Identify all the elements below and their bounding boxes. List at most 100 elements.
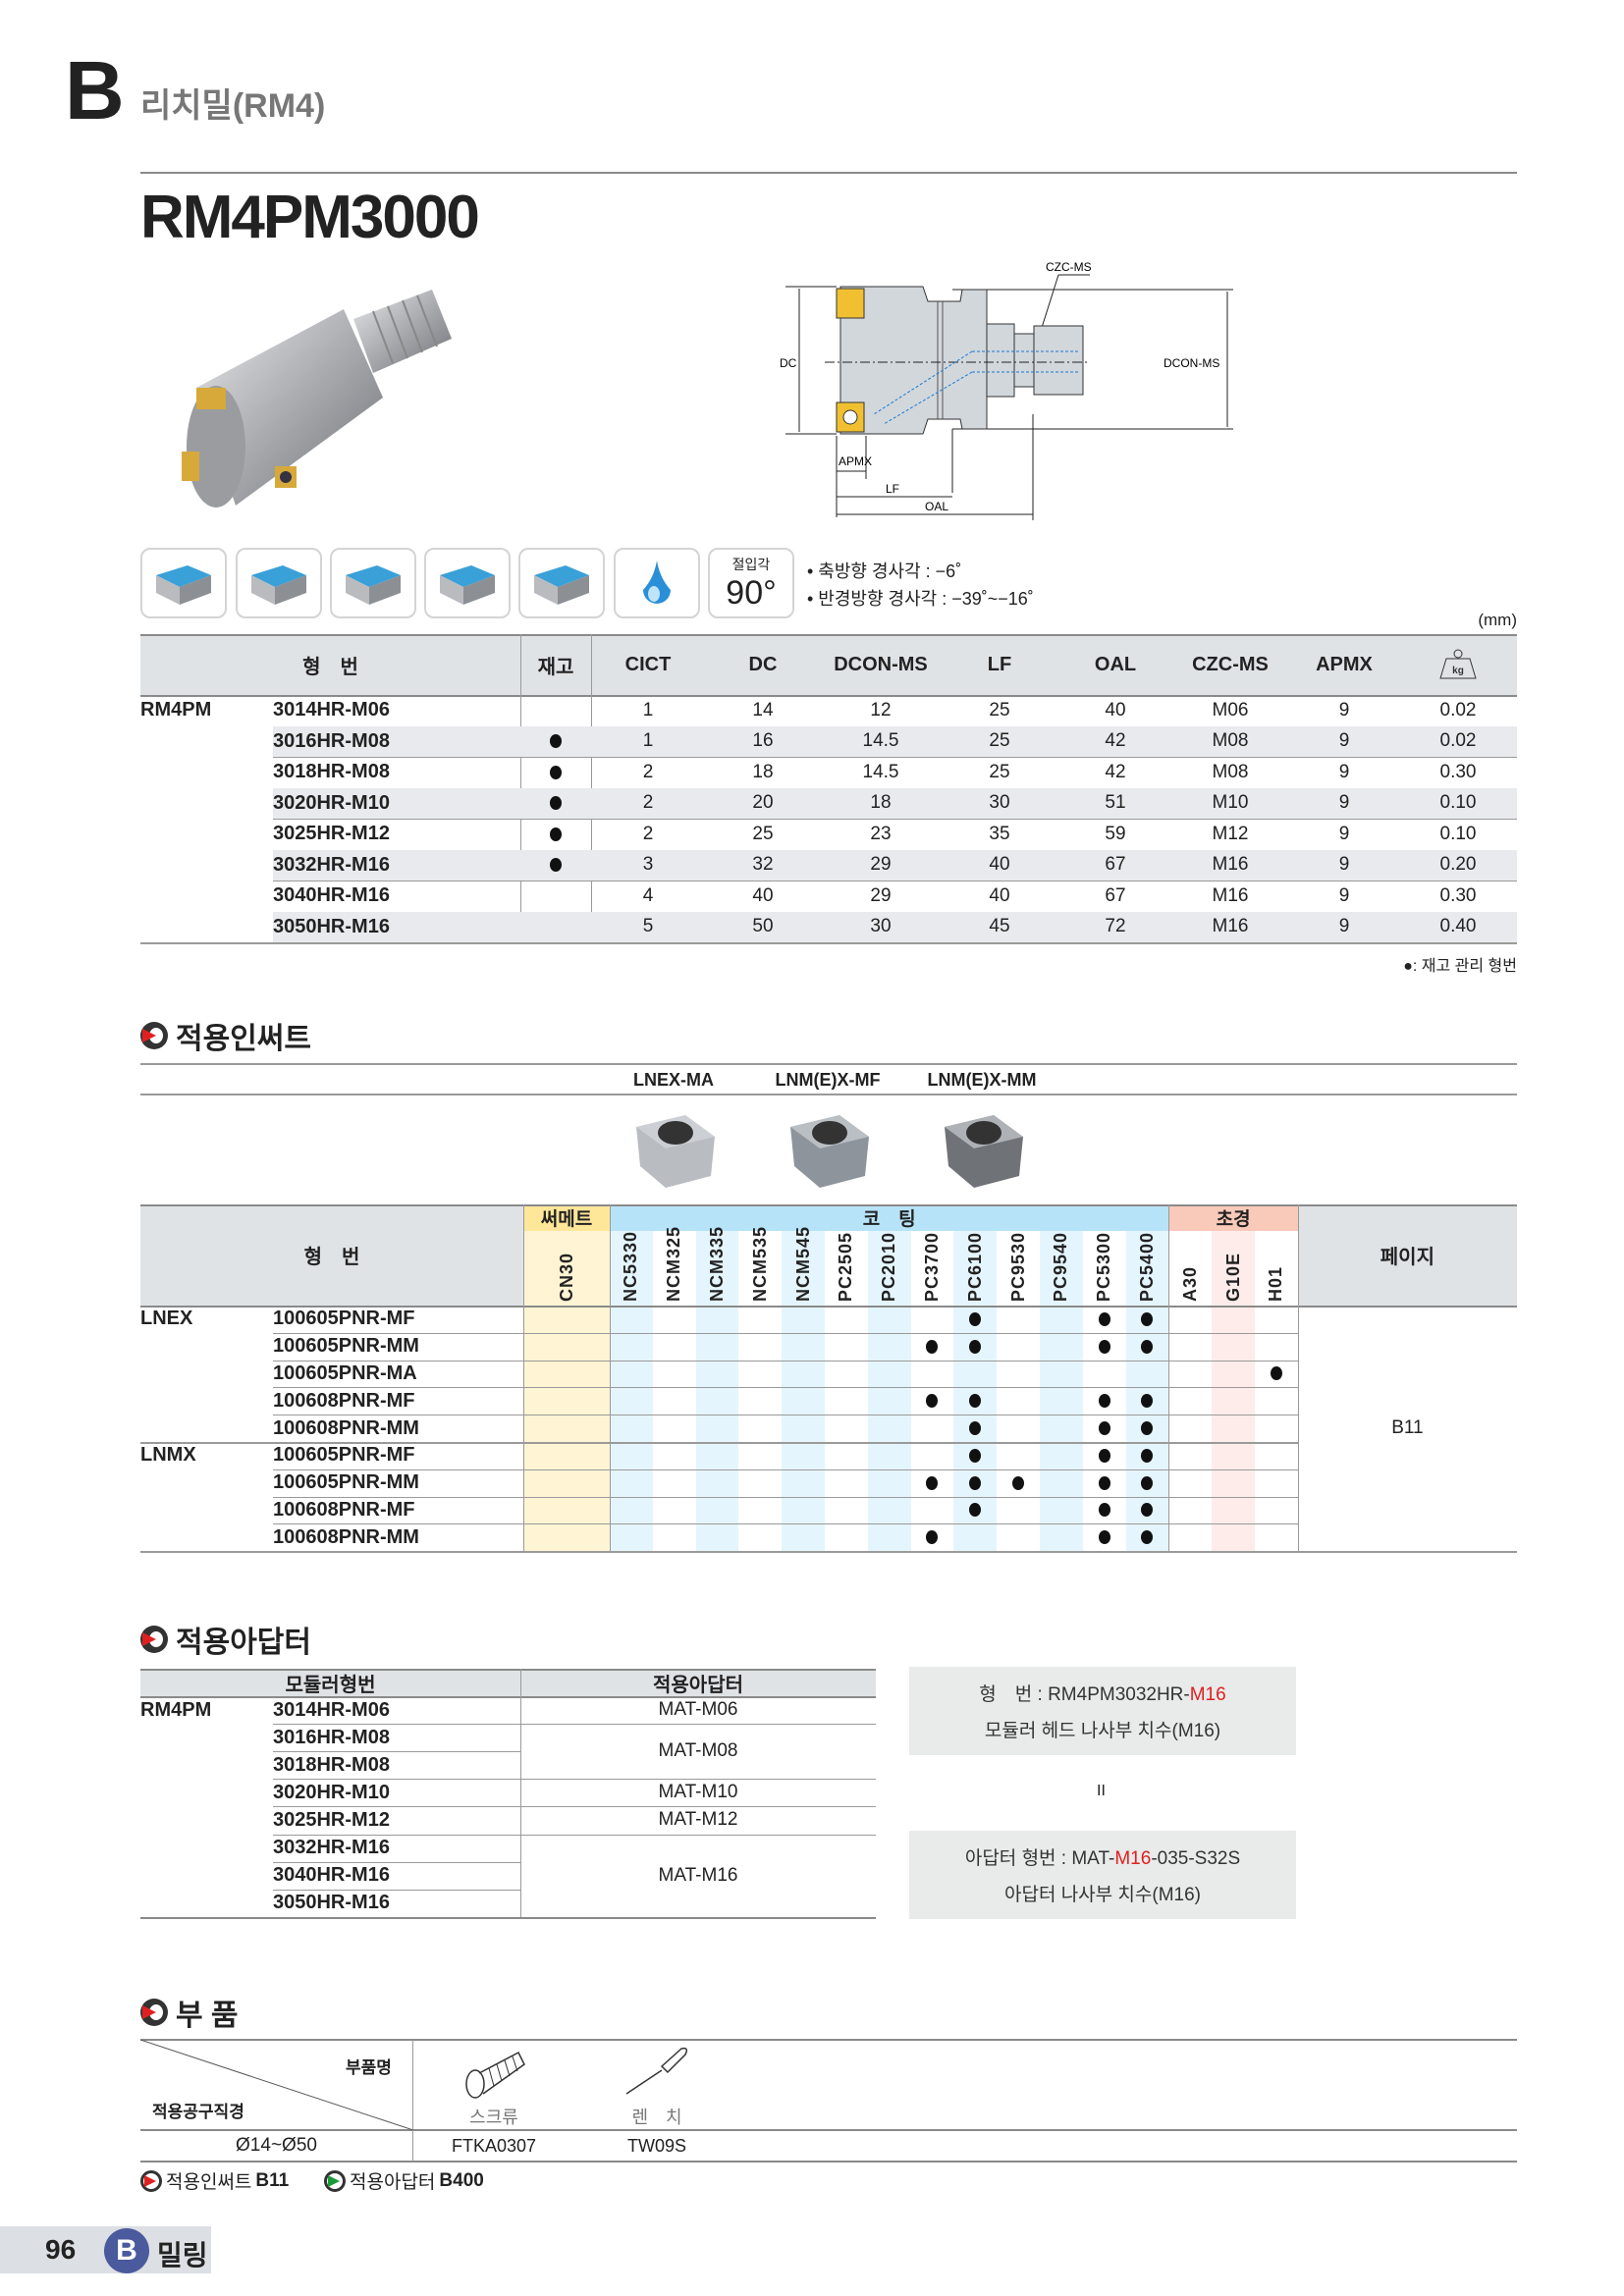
cross-reference-link[interactable]: 적용인써트 B11 [140,2167,289,2194]
stock-dot-icon [550,796,562,811]
divider [140,1696,876,1698]
insert-image [781,1107,875,1192]
divider [140,1306,1517,1308]
grade-name: G10E [1222,1252,1243,1302]
cell-czc-ms: M16 [1212,916,1249,937]
grade-column-bg [997,1231,1040,1552]
divider [273,819,1517,820]
example-adapter-desc: 아답터 나사부 치수(M16) [1003,1885,1201,1905]
divider [273,1779,520,1781]
insert-group-label: LNMX [140,1444,196,1467]
divider [273,1861,520,1863]
section-title: 리치밀(RM4) [140,87,326,125]
availability-mark [953,1387,997,1415]
cell-dc: 14 [752,699,774,721]
divider [140,1442,1298,1444]
availability-mark [953,1333,997,1361]
divider [273,1806,520,1808]
example-adapter-code: 아답터 형번 : MAT-M16-035-S32S [965,1843,1240,1870]
dot-icon [1141,1448,1154,1463]
entry-angle-label: 절입각 [731,556,771,572]
grade-name: PC2010 [879,1231,899,1302]
grade-column-bg [695,1231,739,1552]
grade-column-bg [910,1231,954,1552]
parts-section-title: 부 품 [140,1991,239,2034]
availability-mark [911,1469,954,1497]
cross-reference-link[interactable]: 적용아답터 B400 [324,2167,484,2194]
divider [140,942,1517,944]
ref-label: 적용인써트 [166,2172,252,2193]
insert-image [626,1107,721,1192]
grade-header: PC5300 [1083,1231,1126,1306]
cell-oal: 67 [1105,884,1126,906]
header-divider [140,172,1517,174]
grade-column-bg [1212,1231,1255,1552]
cell-oal: 42 [1105,761,1126,782]
stock-indicator [520,850,591,881]
cell-dcon-ms: 12 [870,699,892,721]
cell-apmx: 9 [1338,761,1350,782]
divider [1168,1204,1170,1552]
cell-dc: 40 [752,884,774,906]
corner-parts-label: 부품명 [346,2058,392,2077]
grade-header: NCM325 [653,1226,696,1306]
cell-lf: 40 [989,854,1010,876]
row-shade [273,849,1517,881]
divider [520,1834,876,1836]
divider [520,1669,521,1917]
section-arrow-icon [140,1022,168,1049]
cell-lf: 25 [989,699,1010,721]
grade-column-bg [1125,1231,1169,1552]
divider [140,634,1517,636]
cell-dcon-ms: 29 [870,854,892,876]
grade-column-bg [523,1231,610,1552]
cell-cict: 3 [642,854,654,876]
cell-lf: 25 [989,761,1010,782]
grade-header: NCM535 [738,1226,782,1306]
grade-name: NCM325 [664,1225,684,1302]
divider [140,2129,1517,2131]
cell-dc: 25 [752,823,774,844]
face-milling-icon [140,548,227,618]
dot-icon [1098,1448,1110,1463]
availability-mark [1126,1333,1169,1361]
availability-mark [1083,1442,1126,1469]
grade-header: PC2505 [825,1231,868,1306]
grade-column-bg [1040,1231,1083,1552]
cell-oal: 51 [1105,792,1126,814]
cell-cict: 2 [642,792,654,814]
availability-mark [953,1415,997,1442]
dot-icon [1141,1311,1154,1326]
divider [140,1669,876,1671]
divider [140,2039,1517,2041]
divider [273,1889,520,1891]
column-header: OAL [1094,653,1137,675]
stock-indicator [520,819,591,850]
label-czc: CZC-MS [1046,260,1092,274]
column-header: DCON-MS [834,653,928,675]
table-header [140,1669,876,1696]
grade-name: NCM535 [749,1225,770,1302]
column-header: 재고 [537,656,574,678]
dot-icon [969,1448,982,1463]
shoulder-milling-icon [236,548,322,618]
dot-icon [1098,1421,1110,1436]
availability-mark [1126,1442,1169,1469]
grade-column-bg [738,1231,783,1552]
modular-code: 3014HR-M06 [273,1698,390,1721]
corner-diameter-label: 적용공구직경 [152,2103,244,2121]
text: -035-S32S [1151,1848,1241,1869]
text: 형 번 : RM4PM3032HR- [979,1684,1190,1705]
wrench-icon [625,2047,688,2095]
cell-apmx: 9 [1338,699,1350,721]
part-code: TW09S [626,2135,686,2156]
inserts-section-title: 적용인써트 [140,1014,311,1057]
divider [412,2040,413,2162]
cell-lf: 30 [989,792,1010,814]
rake-note-axial: • 축방향 경사각 : −6˚ [807,561,962,581]
grade-header: NC5330 [610,1231,653,1306]
divider [520,1724,876,1726]
availability-mark [1126,1523,1169,1551]
model-code: 3020HR-M10 [273,791,390,814]
page-reference-link[interactable]: B11 [1391,1417,1424,1439]
